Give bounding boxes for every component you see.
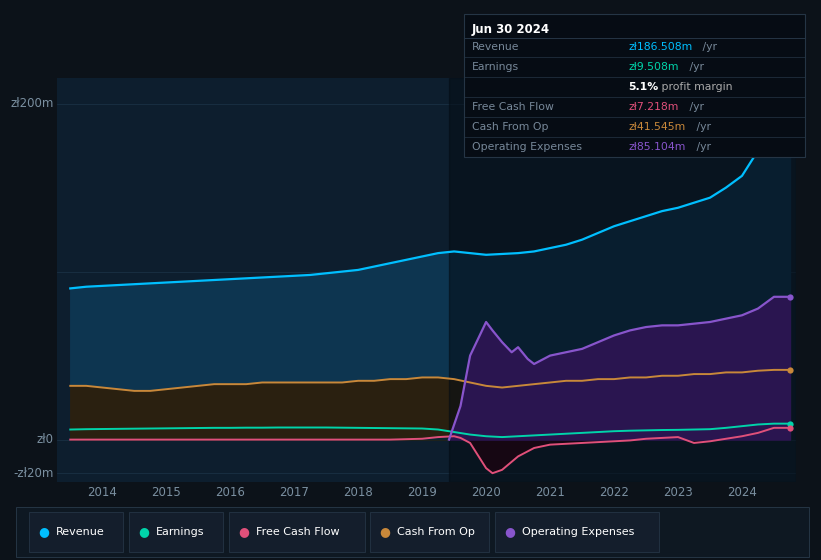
Text: zł186.508m: zł186.508m [628, 43, 692, 53]
Text: /yr: /yr [693, 122, 710, 132]
Text: ●: ● [504, 525, 516, 539]
Text: Free Cash Flow: Free Cash Flow [256, 527, 340, 537]
Text: /yr: /yr [699, 43, 718, 53]
Text: -zł20m: -zł20m [13, 466, 54, 480]
Text: Operating Expenses: Operating Expenses [472, 142, 582, 152]
Text: Earnings: Earnings [156, 527, 204, 537]
Text: ●: ● [138, 525, 149, 539]
Text: Jun 30 2024: Jun 30 2024 [472, 23, 550, 36]
Text: zł41.545m: zł41.545m [628, 122, 686, 132]
Text: Cash From Op: Cash From Op [397, 527, 475, 537]
Text: ●: ● [38, 525, 49, 539]
Text: ●: ● [238, 525, 250, 539]
Text: Revenue: Revenue [472, 43, 520, 53]
Text: zł200m: zł200m [11, 97, 54, 110]
Text: 5.1%: 5.1% [628, 82, 658, 92]
Text: /yr: /yr [686, 62, 704, 72]
Text: Earnings: Earnings [472, 62, 519, 72]
Text: zł0: zł0 [37, 433, 54, 446]
Text: /yr: /yr [686, 102, 704, 112]
Text: zł7.218m: zł7.218m [628, 102, 678, 112]
Bar [449, 78, 796, 482]
Text: zł85.104m: zł85.104m [628, 142, 686, 152]
Text: ●: ● [379, 525, 391, 539]
Text: zł9.508m: zł9.508m [628, 62, 679, 72]
Text: Operating Expenses: Operating Expenses [522, 527, 635, 537]
Text: Revenue: Revenue [56, 527, 104, 537]
Text: Free Cash Flow: Free Cash Flow [472, 102, 554, 112]
Text: profit margin: profit margin [658, 82, 732, 92]
Text: /yr: /yr [693, 142, 710, 152]
Text: Cash From Op: Cash From Op [472, 122, 548, 132]
